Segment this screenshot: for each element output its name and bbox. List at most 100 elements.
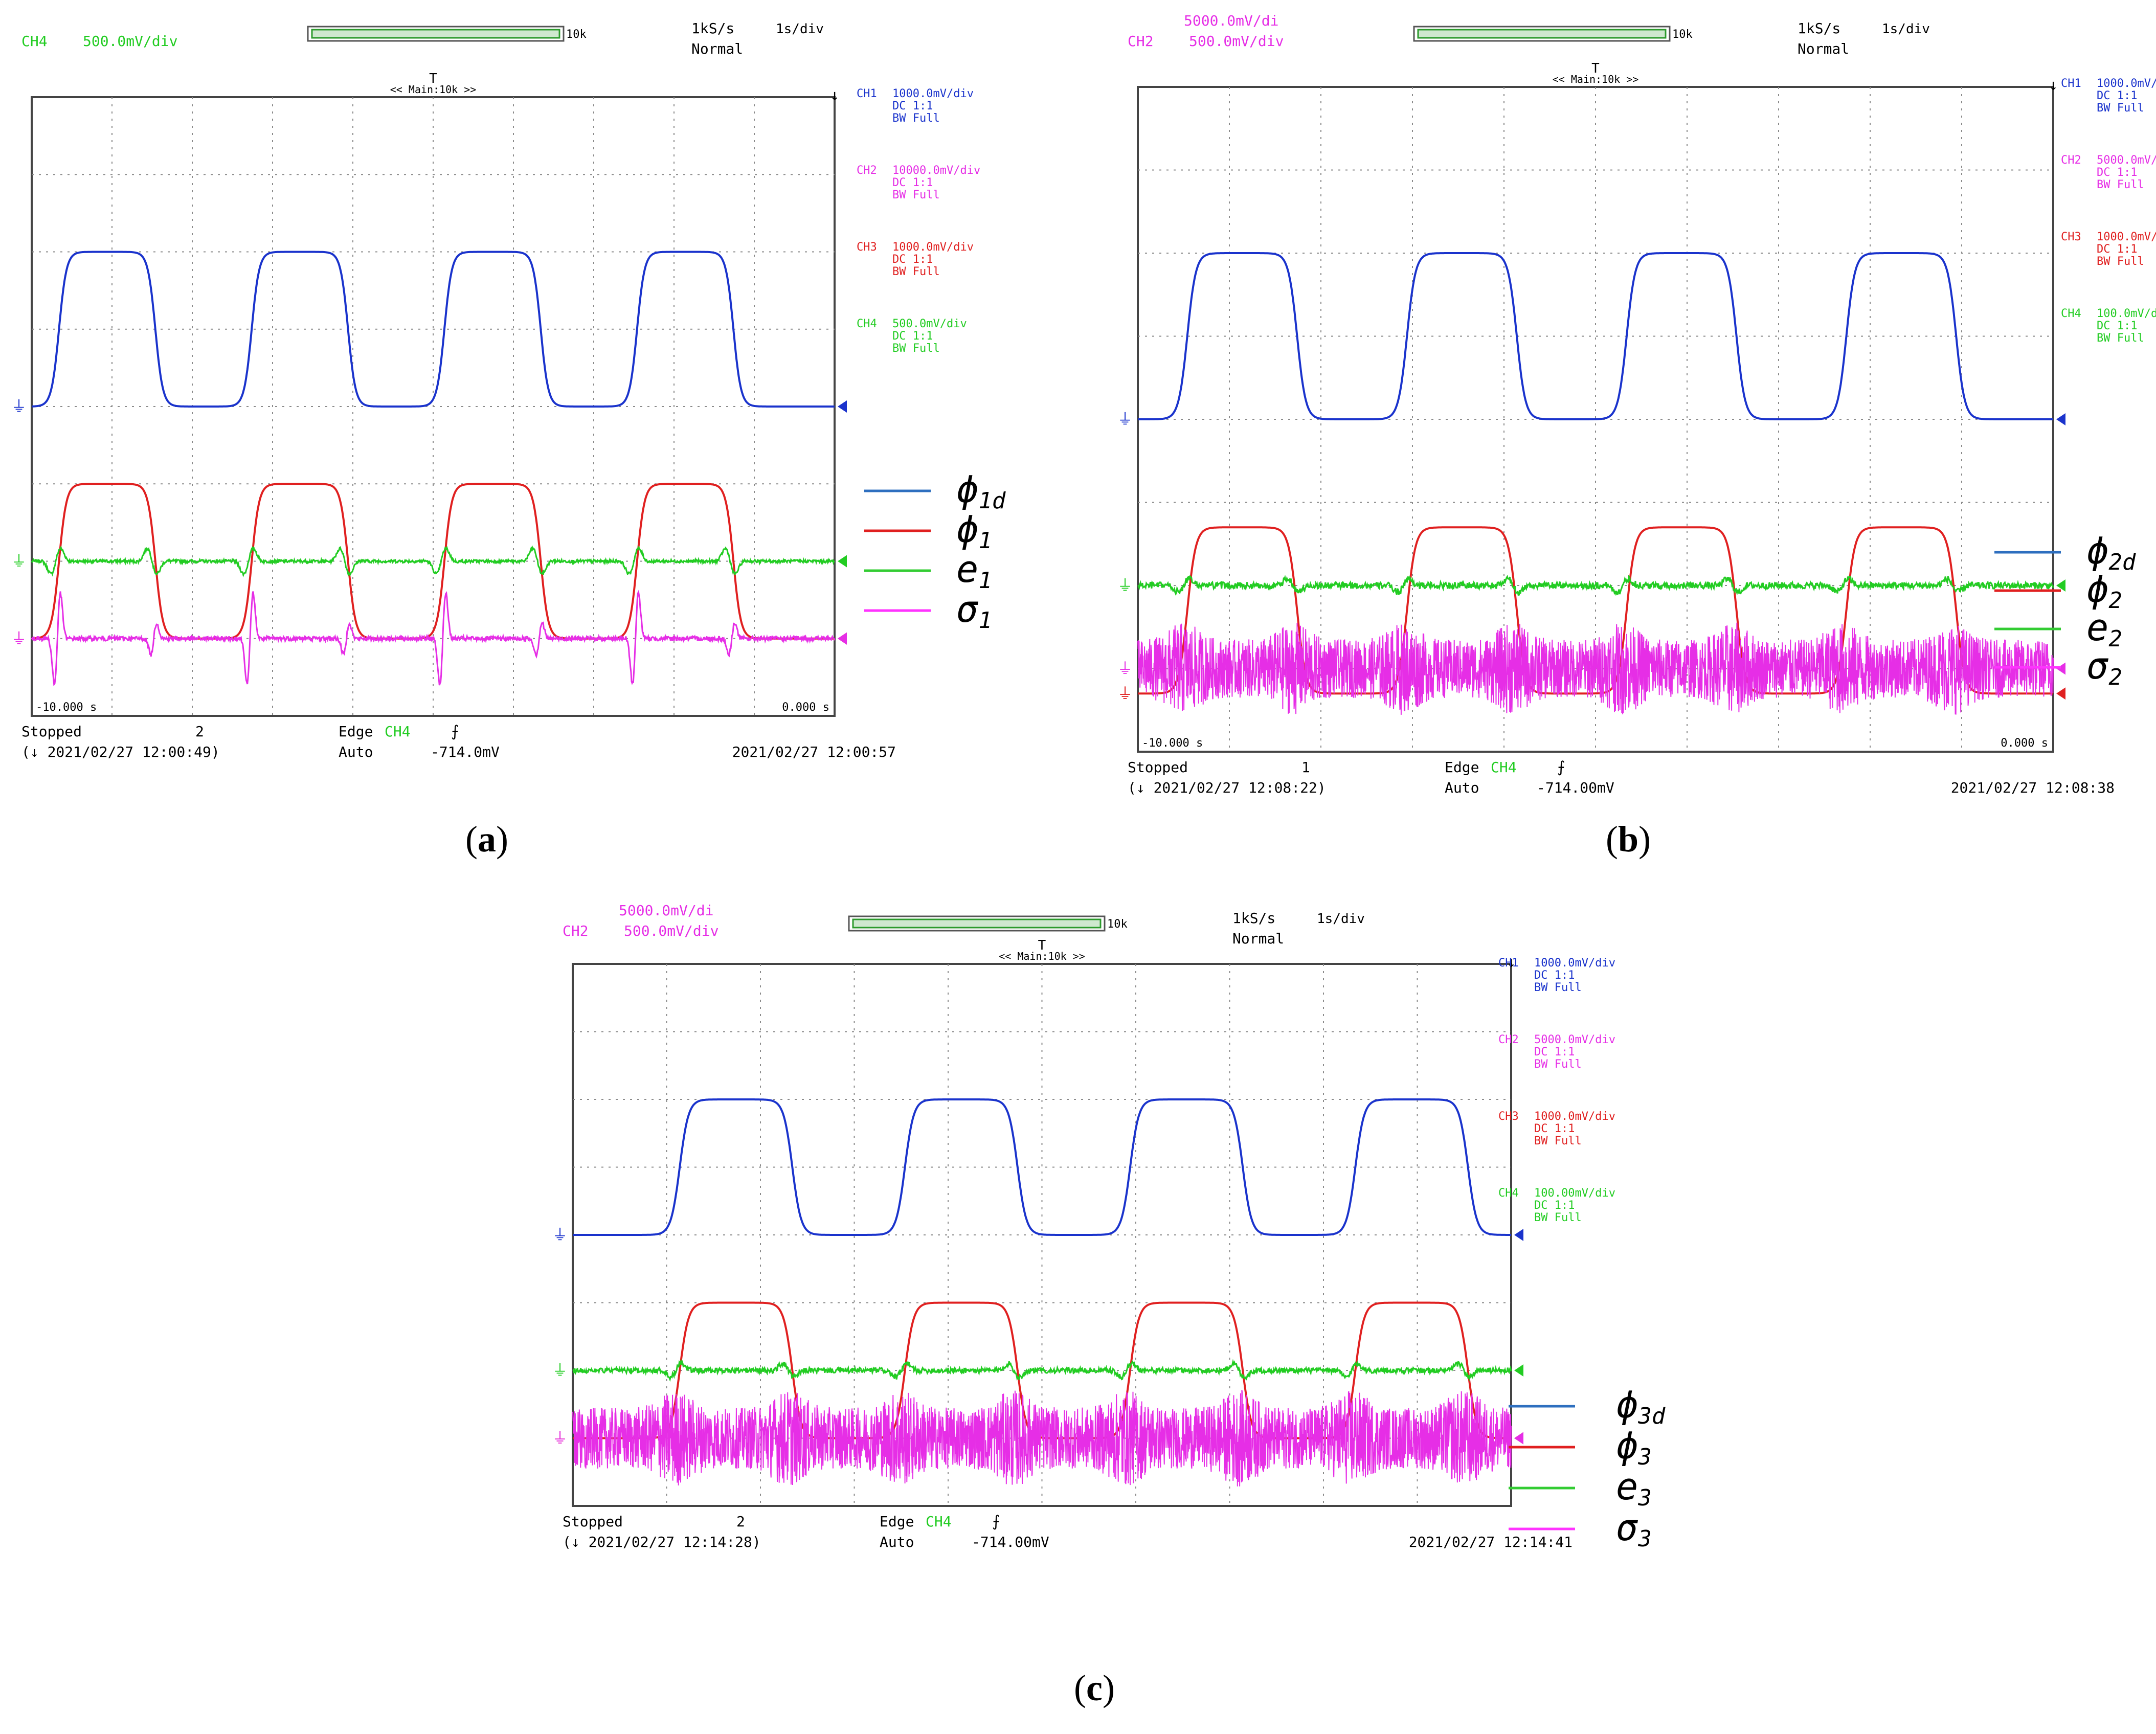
header-scale-line1: 5000.0mV/di xyxy=(619,902,713,919)
ground-marker: ⏚ xyxy=(11,398,27,416)
channel-bw: BW Full xyxy=(1534,1211,1582,1224)
channel-coupling: DC 1:1 xyxy=(1534,1199,1575,1212)
sample-rate: 1kS/s xyxy=(1232,910,1275,927)
panel-c: 5000.0mV/di CH2 500.0mV/div 10k 1kS/s 1s/div N… xyxy=(547,900,1723,1626)
footer-trigger-mode: Auto xyxy=(1445,779,1479,796)
ground-marker: ⏚ xyxy=(552,1430,568,1448)
footer-trigger-level: -714.00mV xyxy=(972,1534,1049,1550)
channel-name: CH1 xyxy=(857,87,877,100)
channel-scale: 1000.0mV/div xyxy=(2097,231,2156,243)
legend-symbol: ϕ3 xyxy=(1616,1424,1652,1470)
trace-ch1 xyxy=(32,251,835,408)
legend-symbol: ϕ1d xyxy=(956,468,1006,514)
ground-marker: ⏚ xyxy=(552,1430,568,1448)
zoom-bar-frame xyxy=(307,26,565,42)
channel-scale: 1000.0mV/div xyxy=(2097,77,2156,90)
level-marker xyxy=(1514,1229,1523,1241)
zoom-count: 10k xyxy=(1672,28,1693,41)
panel-label-b: (b) xyxy=(1606,819,1651,860)
ground-marker: ⏚ xyxy=(552,1226,568,1244)
acq-mode: Normal xyxy=(691,40,743,57)
legend-symbol: ϕ1 xyxy=(956,508,992,554)
legend-symbol: ϕ3d xyxy=(1616,1383,1666,1429)
zoom-bar xyxy=(1413,26,1671,42)
time-per-div: 1s/div xyxy=(1882,21,1930,37)
channel-scale: 1000.0mV/div xyxy=(1534,957,1615,970)
channel-name: CH4 xyxy=(2061,307,2081,320)
header-channel-scale: 500.0mV/div xyxy=(1189,33,1284,50)
channel-coupling: DC 1:1 xyxy=(2097,166,2137,179)
end-arrow: ↓ xyxy=(830,86,839,104)
header-scale-line1: 5000.0mV/di xyxy=(1184,12,1278,29)
plot-area xyxy=(1137,86,2065,753)
channel-bw: BW Full xyxy=(2097,255,2144,268)
footer-status: Stopped xyxy=(563,1513,623,1530)
zoom-count: 10k xyxy=(566,28,587,41)
ground-marker: ⏚ xyxy=(11,630,27,648)
panel-label-a: (a) xyxy=(465,819,508,860)
channel-scale: 100.00mV/div xyxy=(1534,1187,1615,1200)
footer-trigger-label: Edge xyxy=(339,723,373,740)
footer-edge-icon: ⨍ xyxy=(451,723,459,740)
footer-end-time: 2021/02/27 12:00:57 xyxy=(732,744,896,760)
footer-start-time: (↓ 2021/02/27 12:00:49) xyxy=(21,744,220,760)
panel-a: CH4 500.0mV/div 10k 1kS/s 1s/div Normal T << Ma… xyxy=(0,0,1074,839)
channel-coupling: DC 1:1 xyxy=(892,330,933,343)
ground-marker: ⏚ xyxy=(552,1362,568,1380)
header-channel: CH2 xyxy=(563,922,589,939)
sample-rate: 1kS/s xyxy=(691,20,734,37)
time-left: -10.000 s xyxy=(36,701,97,714)
legend-symbol: e2 xyxy=(2086,606,2122,652)
footer-trigger-mode: Auto xyxy=(339,744,373,760)
channel-scale: 500.0mV/div xyxy=(892,318,967,330)
plot-area xyxy=(31,96,847,717)
ground-marker: ⏚ xyxy=(1117,411,1133,429)
channel-scale: 100.0mV/div xyxy=(2097,307,2156,320)
level-marker xyxy=(2056,687,2065,700)
zoom-bar xyxy=(848,915,1106,932)
channel-scale: 5000.0mV/div xyxy=(1534,1033,1615,1046)
channel-scale: 1000.0mV/div xyxy=(892,87,974,100)
channel-bw: BW Full xyxy=(892,112,940,125)
channel-coupling: DC 1:1 xyxy=(892,100,933,112)
channel-bw: BW Full xyxy=(1534,981,1582,994)
level-marker xyxy=(1514,1364,1523,1377)
oscilloscope-a: CH4 500.0mV/div 10k 1kS/s 1s/div Normal T<< Ma… xyxy=(11,20,1006,760)
main-label: << Main:10k >> xyxy=(390,83,477,96)
channel-name: CH3 xyxy=(2061,231,2081,243)
footer-edge-icon: ⨍ xyxy=(992,1513,1000,1530)
footer-end-time: 2021/02/27 12:14:41 xyxy=(1409,1534,1573,1550)
channel-scale: 5000.0mV/div xyxy=(2097,154,2156,167)
zoom-bar-frame xyxy=(1413,26,1671,42)
level-marker xyxy=(1514,1432,1523,1445)
footer-trigger-label: Edge xyxy=(880,1513,914,1530)
channel-bw: BW Full xyxy=(892,342,940,355)
legend-symbol: σ3 xyxy=(1616,1506,1652,1552)
channel-scale: 10000.0mV/div xyxy=(892,164,980,177)
trace-ch4 xyxy=(572,1358,1512,1382)
channel-coupling: DC 1:1 xyxy=(1534,969,1575,982)
channel-name: CH1 xyxy=(1498,957,1519,970)
zoom-bar-window xyxy=(1417,29,1667,39)
footer-trigger-level: -714.00mV xyxy=(1537,779,1614,796)
trace-ch1 xyxy=(1138,252,2053,420)
channel-coupling: DC 1:1 xyxy=(2097,320,2137,332)
ground-marker: ⏚ xyxy=(11,553,27,571)
legend-symbol: σ1 xyxy=(956,588,992,634)
time-right: 0.000 s xyxy=(2001,737,2048,750)
channel-bw: BW Full xyxy=(2097,332,2144,345)
ground-marker: ⏚ xyxy=(11,630,27,648)
channel-bw: BW Full xyxy=(2097,102,2144,115)
footer-trigger-label: Edge xyxy=(1445,759,1479,776)
channel-bw: BW Full xyxy=(892,265,940,278)
channel-name: CH3 xyxy=(857,241,877,254)
oscilloscope-c: 5000.0mV/di CH2 500.0mV/div 10k 1kS/s 1s/div N… xyxy=(552,902,1666,1552)
channel-bw: BW Full xyxy=(1534,1058,1582,1071)
channel-name: CH4 xyxy=(1498,1187,1519,1200)
trace-ch2 xyxy=(31,590,836,687)
ground-marker: ⏚ xyxy=(1117,660,1133,678)
trace-ch3 xyxy=(1138,526,2053,695)
header-channel: CH4 xyxy=(21,33,48,50)
level-marker xyxy=(838,555,847,568)
channel-scale: 1000.0mV/div xyxy=(1534,1110,1615,1123)
